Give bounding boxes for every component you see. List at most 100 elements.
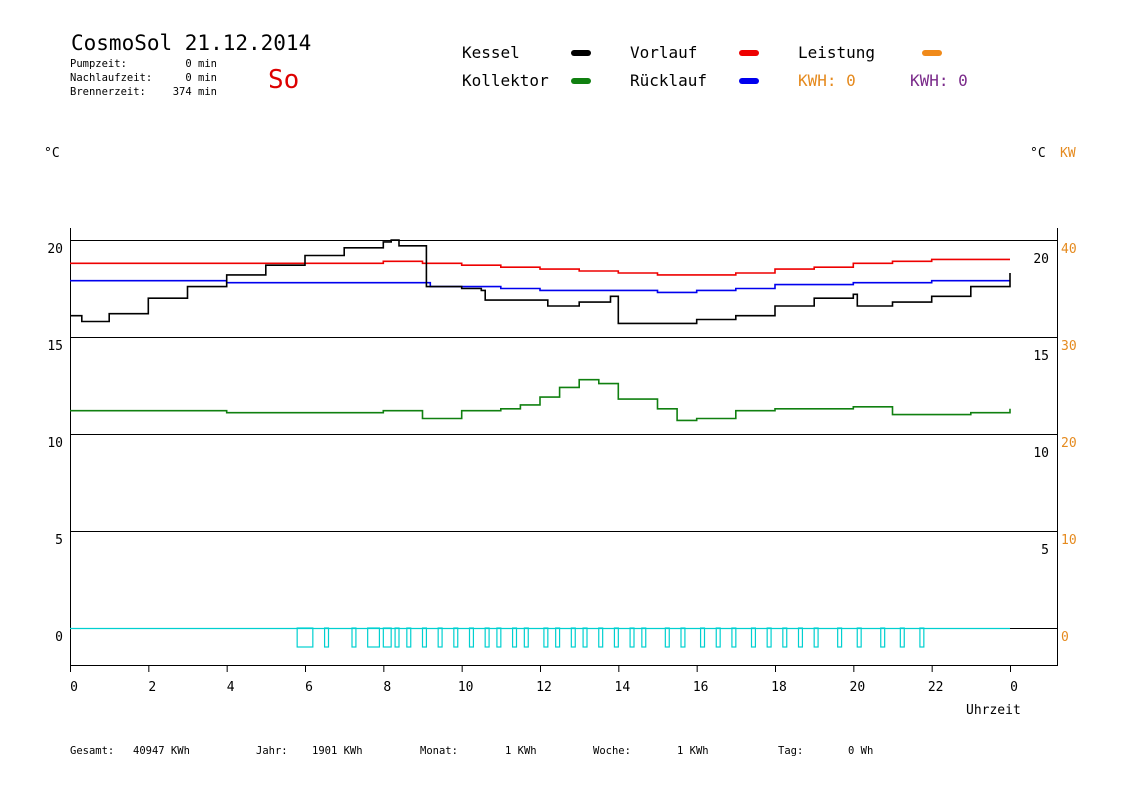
leistung-pulse [406, 627, 412, 648]
leistung-pulse [421, 627, 428, 648]
x-tick-label: 10 [458, 680, 474, 695]
y-kw-tick-label: 30 [1061, 339, 1077, 354]
footer-label: Jahr: [256, 745, 288, 757]
x-tick-label: 12 [536, 680, 552, 695]
x-tick-label: 6 [305, 680, 313, 695]
x-tick-label: 0 [1010, 680, 1018, 695]
leistung-pulse [437, 627, 443, 648]
series-line-vorlauf [70, 258, 1010, 276]
y-tick-label: 5 [55, 533, 63, 548]
y-kw-tick-label: 20 [1061, 436, 1077, 451]
y-right-tick-label: 5 [1041, 543, 1049, 558]
kwh-orange: KWH: 0 [798, 71, 856, 90]
leistung-pulse [797, 627, 804, 648]
leistung-pulse [919, 627, 925, 648]
legend-label: Kollektor [462, 71, 549, 90]
series-line-rcklauf [70, 279, 1010, 294]
leistung-pulse [296, 627, 314, 648]
stat-label: Brennerzeit: [70, 86, 146, 98]
leistung-pulse [782, 627, 788, 648]
x-tick-label: 22 [928, 680, 944, 695]
y-right-tick-label: 20 [1033, 252, 1049, 267]
right-unit-label: °C [1030, 146, 1046, 161]
leistung-pulse [629, 627, 635, 648]
series-line-kessel [70, 239, 1011, 325]
x-tick-label: 0 [70, 680, 78, 695]
legend-label: Kessel [462, 43, 520, 62]
left-unit-label: °C [44, 146, 60, 161]
y-tick-label: 10 [47, 436, 63, 451]
leistung-pulse [453, 627, 459, 648]
leistung-pulse [555, 627, 561, 648]
legend-label: Rücklauf [630, 71, 707, 90]
y-right-tick-label: 15 [1033, 349, 1049, 364]
x-tick-label: 2 [148, 680, 156, 695]
leistung-pulse [613, 627, 619, 648]
stat-value: 0 min [185, 72, 217, 84]
x-tick-label: 4 [227, 680, 235, 695]
x-tick-label: 18 [771, 680, 787, 695]
leistung-pulse [750, 627, 757, 648]
leistung-pulse [382, 627, 392, 648]
footer-value: 0 Wh [848, 745, 873, 757]
footer-value: 1 KWh [677, 745, 709, 757]
y-kw-tick-label: 0 [1061, 630, 1069, 645]
y-tick-label: 20 [47, 242, 63, 257]
y-right-tick-label: 10 [1033, 446, 1049, 461]
y-kw-tick-label: 10 [1061, 533, 1077, 548]
y-tick-label: 0 [55, 630, 63, 645]
legend: Kessel Vorlauf Leistung Kollektor Rückla… [462, 43, 968, 90]
leistung-pulse [394, 627, 400, 648]
leistung-pulse [766, 627, 772, 648]
y-tick-label: 15 [47, 339, 63, 354]
leistung-pulse [880, 627, 886, 648]
x-axis-label: Uhrzeit [966, 703, 1021, 718]
leistung-pulse [731, 627, 737, 648]
leistung-pulse [699, 627, 706, 648]
leistung-pulse [323, 627, 330, 648]
leistung-pulse [664, 627, 670, 648]
leistung-pulse [496, 627, 502, 648]
leistung-pulse [468, 627, 475, 648]
stat-label: Pumpzeit: [70, 58, 127, 70]
day-label: So [268, 65, 299, 95]
leistung-pulse [715, 627, 721, 648]
series-line-kollektor [70, 378, 1011, 422]
leistung-pulse [837, 627, 843, 648]
leistung-pulse [813, 627, 819, 648]
leistung-pulse [523, 627, 529, 648]
leistung-pulse [511, 627, 518, 648]
footer-value: 1 KWh [505, 745, 537, 757]
leistung-pulse [582, 627, 588, 648]
leistung-pulse [351, 627, 357, 648]
x-tick-label: 16 [693, 680, 709, 695]
footer-label: Tag: [778, 745, 803, 757]
footer-label: Gesamt: [70, 745, 114, 757]
footer-value: 1901 KWh [312, 745, 363, 757]
x-tick-label: 8 [383, 680, 391, 695]
leistung-pulse [899, 627, 905, 648]
footer-label: Woche: [593, 745, 631, 757]
x-tick-label: 20 [850, 680, 866, 695]
gridlines [70, 240, 1057, 629]
axis-ticks: 20 15 10 5 0 20 15 10 5 40 30 20 10 0 0 2 4 6 8 10 12 14 16 18 2… [47, 242, 1076, 695]
stat-value: 0 min [185, 58, 217, 70]
leistung-pulse [570, 627, 576, 648]
leistung-pulse [856, 627, 862, 648]
stat-label: Nachlaufzeit: [70, 72, 152, 84]
leistung-pulse [367, 627, 381, 648]
leistung-pulse [543, 627, 549, 648]
legend-label: Vorlauf [630, 43, 697, 62]
series-layer [70, 239, 1057, 648]
kwh-purple: KWH: 0 [910, 71, 968, 90]
footer-value: 40947 KWh [133, 745, 190, 757]
leistung-pulse [484, 627, 490, 648]
leistung-pulse [680, 627, 686, 648]
page-title: CosmoSol 21.12.2014 [71, 31, 311, 55]
right-unit-kw-label: KW [1060, 146, 1076, 161]
y-kw-tick-label: 40 [1061, 242, 1077, 257]
stat-value: 374 min [173, 86, 217, 98]
leistung-pulse [641, 627, 647, 648]
x-tick-label: 14 [615, 680, 631, 695]
